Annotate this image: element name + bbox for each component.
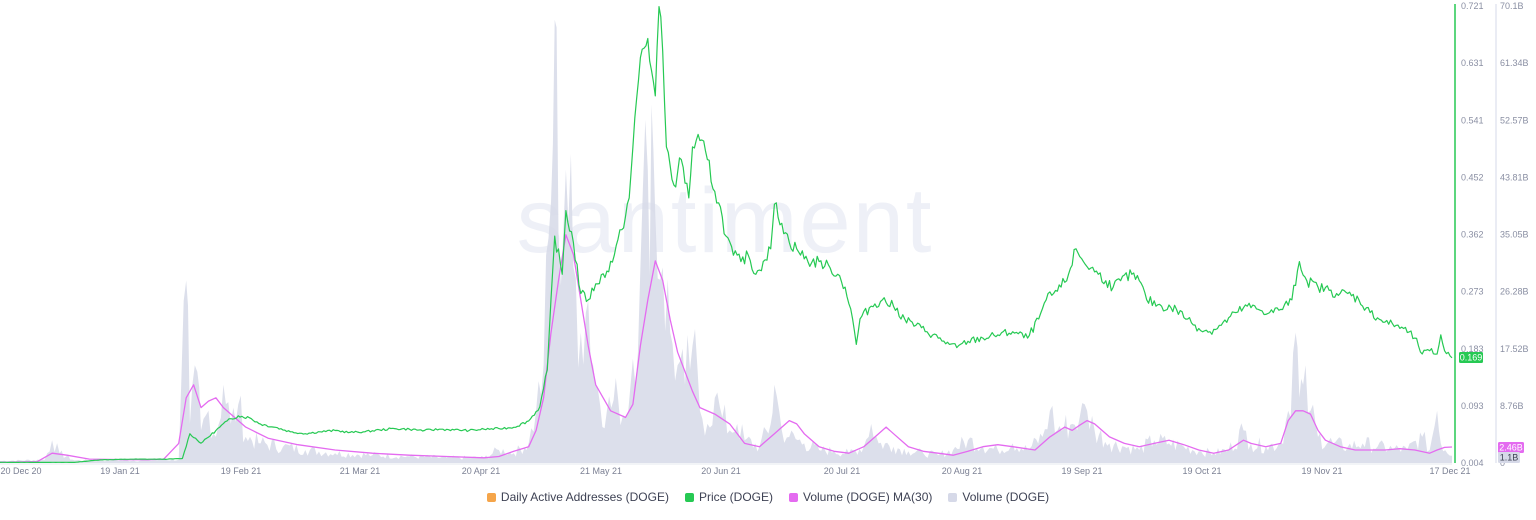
santiment-watermark: santiment — [517, 170, 934, 272]
legend: Daily Active Addresses (DOGE) Price (DOG… — [0, 490, 1536, 504]
price-tick-label: 0.631 — [1461, 58, 1484, 68]
volume-tick-label: 43.81B — [1500, 172, 1529, 182]
price-badge: 0.169 — [1459, 352, 1483, 363]
legend-label: Price (DOGE) — [698, 490, 773, 504]
volume-tick-label: 52.57B — [1500, 115, 1529, 125]
volume-tick-label: 26.28B — [1500, 287, 1529, 297]
x-tick-label: 20 Aug 21 — [942, 466, 983, 476]
volume-ma-series — [0, 234, 1453, 463]
x-tick-label: 21 Mar 21 — [340, 466, 381, 476]
legend-swatch-pink — [789, 492, 798, 502]
volume-tick-label: 61.34B — [1500, 58, 1529, 68]
price-tick-label: 0.093 — [1461, 401, 1484, 411]
price-tick-label: 0.541 — [1461, 115, 1484, 125]
price-tick-label: 0.183 — [1461, 344, 1484, 354]
x-tick-label: 20 Apr 21 — [462, 466, 501, 476]
volume-tick-label: 8.76B — [1500, 401, 1524, 411]
x-tick-label: 21 May 21 — [580, 466, 622, 476]
volume-ma-badge: 2.46B — [1498, 442, 1524, 453]
x-tick-label: 20 Jun 21 — [701, 466, 741, 476]
x-tick-label: 19 Nov 21 — [1301, 466, 1342, 476]
volume-badge-bg — [1498, 452, 1520, 463]
volume-ma-line — [0, 234, 1453, 463]
x-tick-label: 17 Dec 21 — [1429, 466, 1470, 476]
volume-tick-label: 17.52B — [1500, 344, 1529, 354]
volume-tick-label: 35.05B — [1500, 230, 1529, 240]
volume-badge-text: 1.1B — [1500, 453, 1519, 463]
price-series — [0, 6, 1453, 463]
price-tick-label: 0.004 — [1461, 458, 1484, 468]
x-tick-label: 20 Jul 21 — [824, 466, 861, 476]
legend-label: Volume (DOGE) — [962, 490, 1050, 504]
legend-label: Daily Active Addresses (DOGE) — [500, 490, 669, 504]
x-tick-label: 20 Dec 20 — [0, 466, 41, 476]
volume-series — [0, 19, 1452, 463]
volume-ma-badge-bg — [1498, 442, 1524, 453]
x-tick-label: 19 Jan 21 — [100, 466, 140, 476]
x-tick-label: 19 Oct 21 — [1182, 466, 1221, 476]
volume-badge: 1.1B — [1498, 452, 1520, 463]
legend-item-daily-active-addresses[interactable]: Daily Active Addresses (DOGE) — [486, 490, 669, 504]
price-line — [0, 6, 1453, 463]
legend-label: Volume (DOGE) MA(30) — [803, 490, 933, 504]
legend-item-volume-ma[interactable]: Volume (DOGE) MA(30) — [789, 490, 932, 504]
legend-swatch-green — [684, 492, 694, 502]
volume-ma-badge-text: 2.46B — [1499, 443, 1523, 453]
price-tick-label: 0.721 — [1461, 1, 1484, 11]
price-badge-text: 0.169 — [1460, 353, 1483, 363]
legend-swatch-gray — [948, 492, 958, 502]
legend-item-price[interactable]: Price (DOGE) — [684, 490, 773, 504]
volume-area — [0, 19, 1452, 463]
price-tick-label: 0.273 — [1461, 287, 1484, 297]
legend-swatch-orange — [486, 492, 496, 502]
price-badge-bg — [1459, 352, 1483, 363]
x-tick-label: 19 Sep 21 — [1061, 466, 1102, 476]
volume-tick-label: 70.1B — [1500, 1, 1524, 11]
x-tick-label: 19 Feb 21 — [221, 466, 262, 476]
price-tick-label: 0.362 — [1461, 230, 1484, 240]
legend-item-volume[interactable]: Volume (DOGE) — [948, 490, 1049, 504]
price-tick-label: 0.452 — [1461, 172, 1484, 182]
chart-area: santiment 0.721 0.631 0.541 0.452 0.362 0.273… — [0, 1, 1529, 476]
